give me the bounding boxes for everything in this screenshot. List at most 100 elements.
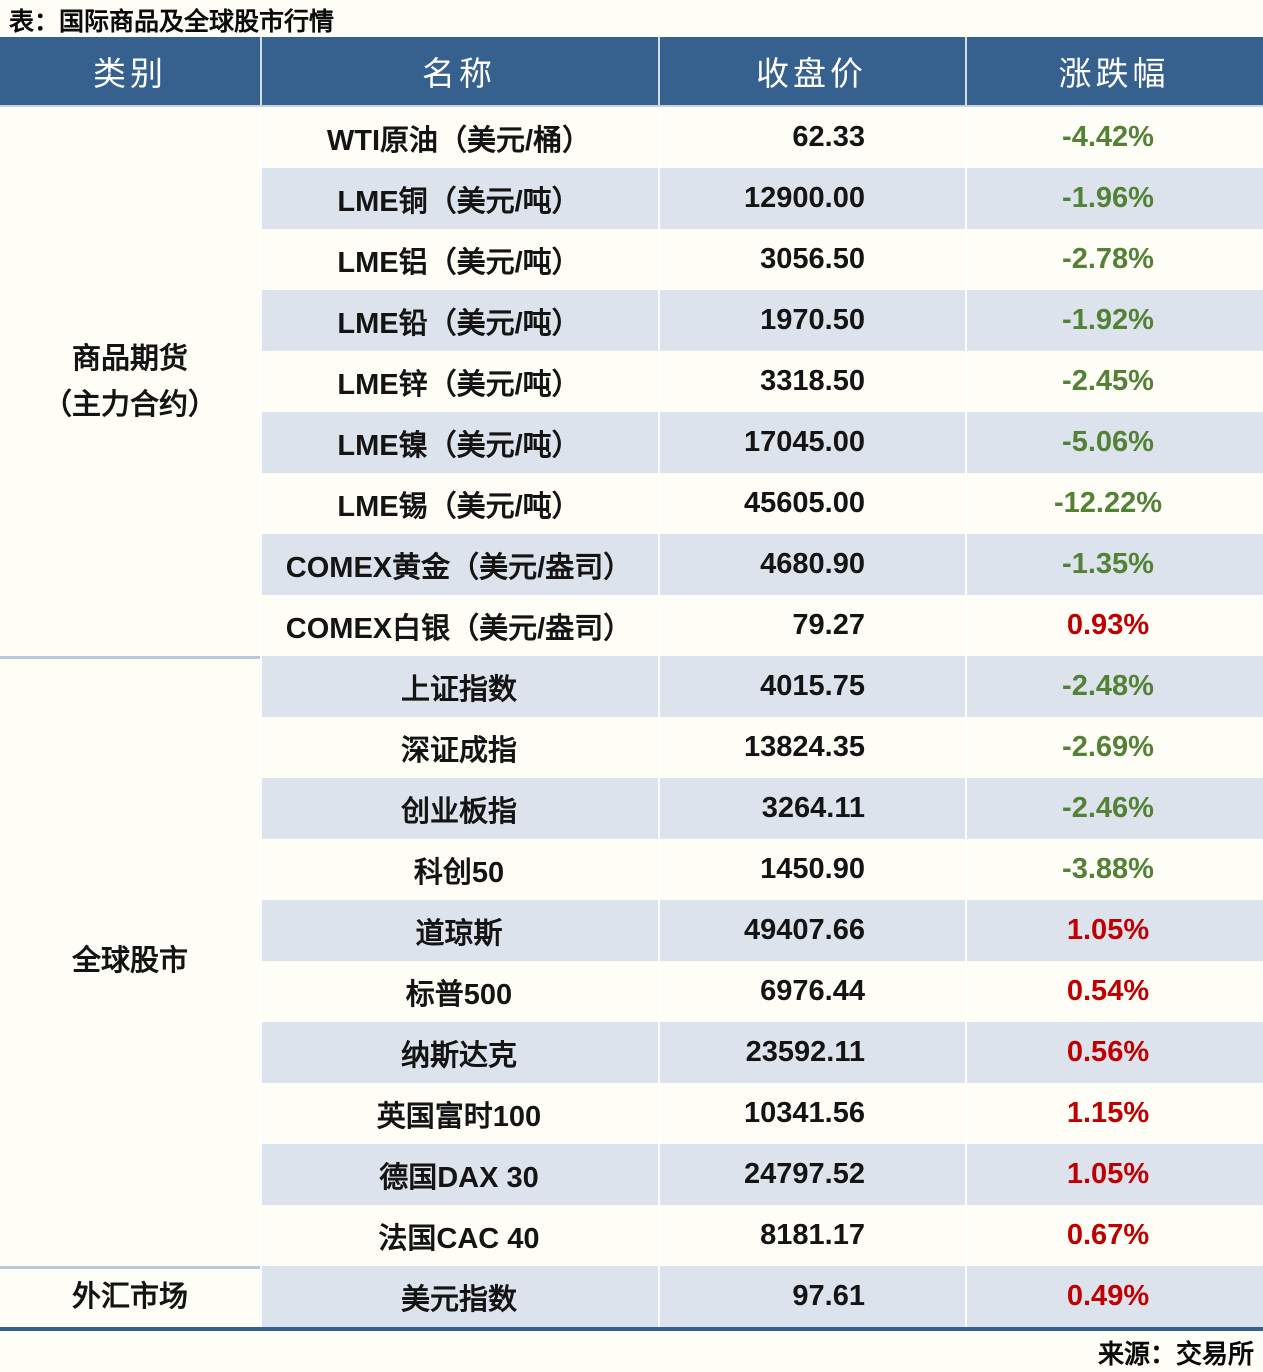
close-price: 8181.17 [658,1205,965,1266]
category-label-line2: （主力合约） [42,388,217,421]
table-row: LME铝（美元/吨） 3056.50 -2.78% [260,229,1263,290]
table-row: 创业板指 3264.11 -2.46% [260,778,1263,839]
table-row: 德国DAX 30 24797.52 1.05% [260,1144,1263,1205]
close-price: 1450.90 [658,839,965,900]
close-price: 6976.44 [658,961,965,1022]
page: 表：国际商品及全球股市行情 类别 名称 收盘价 涨跌幅 商品期货 （主力合约） … [0,7,1263,1370]
table-row: 深证成指 13824.35 -2.69% [260,717,1263,778]
table-row: 标普500 6976.44 0.54% [260,961,1263,1022]
change-percent: -2.46% [965,778,1263,839]
change-percent: -2.45% [965,351,1263,412]
close-price: 4015.75 [658,656,965,717]
change-percent: 0.56% [965,1022,1263,1083]
table-row: COMEX白银（美元/盎司） 79.27 0.93% [260,595,1263,656]
instrument-name: COMEX黄金（美元/盎司） [285,551,633,584]
category-label-line1: 全球股市 [71,945,188,977]
group-global-stocks: 全球股市 上证指数 4015.75 -2.48% 深证成指 13824.35 -… [0,656,1263,1266]
column-header-name: 名称 [260,37,658,105]
close-price: 10341.56 [658,1083,965,1144]
close-price: 3264.11 [658,778,965,839]
table-row: 上证指数 4015.75 -2.48% [260,656,1263,717]
instrument-name: 道琼斯 [415,917,503,950]
change-percent: 1.05% [965,1144,1263,1205]
table-row: 法国CAC 40 8181.17 0.67% [260,1205,1263,1266]
table-row: LME铅（美元/吨） 1970.50 -1.92% [260,290,1263,351]
close-price: 62.33 [658,107,965,168]
table-row: LME铜（美元/吨） 12900.00 -1.96% [260,168,1263,229]
table-row: WTI原油（美元/桶） 62.33 -4.42% [260,107,1263,168]
change-percent: 0.93% [965,595,1263,656]
source-note: 来源：交易所 [1097,1339,1254,1369]
group-rows: WTI原油（美元/桶） 62.33 -4.42% LME铜（美元/吨） 1290… [260,107,1263,656]
change-percent: -1.92% [965,290,1263,351]
instrument-name: 美元指数 [400,1283,517,1316]
category-label-line1: 商品期货 [71,342,188,375]
instrument-name: LME镍（美元/吨） [337,429,581,462]
change-percent: -12.22% [965,473,1263,534]
instrument-name: LME锌（美元/吨） [337,368,581,401]
change-percent: 0.67% [965,1205,1263,1266]
change-percent: 1.05% [965,900,1263,961]
instrument-name: 上证指数 [400,673,517,706]
category-cell: 外汇市场 [0,1266,260,1327]
group-rows: 上证指数 4015.75 -2.48% 深证成指 13824.35 -2.69%… [260,656,1263,1266]
table-row: 美元指数 97.61 0.49% [260,1266,1263,1327]
instrument-name: COMEX白银（美元/盎司） [285,612,633,645]
change-percent: -5.06% [965,412,1263,473]
change-percent: -2.48% [965,656,1263,717]
close-price: 12900.00 [658,168,965,229]
change-percent: -4.42% [965,107,1263,168]
table-row: 纳斯达克 23592.11 0.56% [260,1022,1263,1083]
instrument-name: 标普500 [405,978,513,1011]
instrument-name: LME锡（美元/吨） [337,490,581,523]
instrument-name: LME铅（美元/吨） [337,307,581,340]
table-header-row: 类别 名称 收盘价 涨跌幅 [0,37,1263,107]
category-cell: 商品期货 （主力合约） [0,107,260,656]
change-percent: -1.96% [965,168,1263,229]
group-forex: 外汇市场 美元指数 97.61 0.49% [0,1266,1263,1327]
close-price: 24797.52 [658,1144,965,1205]
change-percent: 0.54% [965,961,1263,1022]
change-percent: -1.35% [965,534,1263,595]
category-label-line1: 外汇市场 [71,1280,188,1313]
close-price: 45605.00 [658,473,965,534]
instrument-name: 英国富时100 [376,1100,542,1133]
close-price: 23592.11 [658,1022,965,1083]
instrument-name: LME铜（美元/吨） [337,185,581,218]
close-price: 49407.66 [658,900,965,961]
market-table: 类别 名称 收盘价 涨跌幅 商品期货 （主力合约） WTI原油（美元/桶） 62… [0,37,1263,1331]
category-cell: 全球股市 [0,656,260,1266]
change-percent: 0.49% [965,1266,1263,1327]
page-title: 表：国际商品及全球股市行情 [9,8,335,36]
close-price: 79.27 [658,595,965,656]
table-row: LME锡（美元/吨） 45605.00 -12.22% [260,473,1263,534]
close-price: 4680.90 [658,534,965,595]
table-row: COMEX黄金（美元/盎司） 4680.90 -1.35% [260,534,1263,595]
change-percent: -3.88% [965,839,1263,900]
instrument-name: 纳斯达克 [400,1039,517,1072]
instrument-name: 深证成指 [400,734,517,767]
table-row: 英国富时100 10341.56 1.15% [260,1083,1263,1144]
table-row: LME镍（美元/吨） 17045.00 -5.06% [260,412,1263,473]
group-rows: 美元指数 97.61 0.49% [260,1266,1263,1327]
instrument-name: 法国CAC 40 [378,1222,540,1255]
instrument-name: LME铝（美元/吨） [337,246,581,279]
close-price: 3318.50 [658,351,965,412]
table-row: LME锌（美元/吨） 3318.50 -2.45% [260,351,1263,412]
group-commodity-futures: 商品期货 （主力合约） WTI原油（美元/桶） 62.33 -4.42% LME… [0,107,1263,656]
table-row: 科创50 1450.90 -3.88% [260,839,1263,900]
table-row: 道琼斯 49407.66 1.05% [260,900,1263,961]
instrument-name: 科创50 [413,856,505,889]
column-header-category: 类别 [93,55,167,92]
change-percent: -2.78% [965,229,1263,290]
close-price: 17045.00 [658,412,965,473]
column-header-change: 涨跌幅 [965,37,1263,105]
close-price: 97.61 [658,1266,965,1327]
instrument-name: 德国DAX 30 [379,1161,539,1194]
close-price: 1970.50 [658,290,965,351]
instrument-name: WTI原油（美元/桶） [326,124,592,157]
close-price: 3056.50 [658,229,965,290]
instrument-name: 创业板指 [400,795,517,828]
column-header-close: 收盘价 [658,37,965,105]
change-percent: -2.69% [965,717,1263,778]
